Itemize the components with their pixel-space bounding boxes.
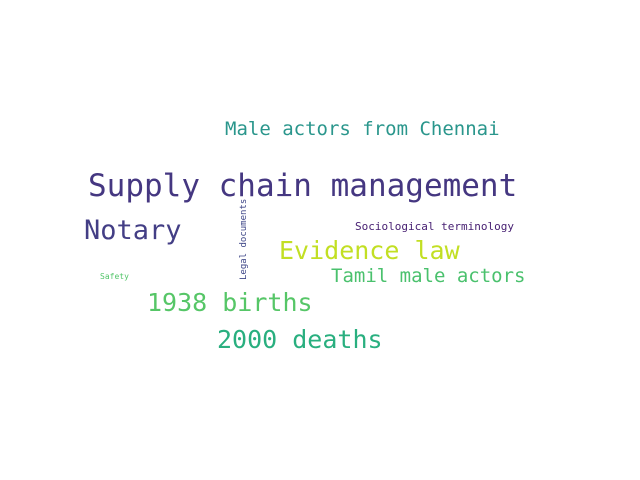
word-1938-births: 1938 births bbox=[147, 288, 313, 317]
word-safety: Safety bbox=[100, 272, 129, 281]
word-notary: Notary bbox=[84, 215, 182, 246]
word-legal-documents: Legal documents bbox=[239, 198, 249, 280]
word-tamil-male-actors: Tamil male actors bbox=[331, 265, 526, 287]
word-evidence-law: Evidence law bbox=[279, 236, 460, 265]
word-supply-chain-management: Supply chain management bbox=[88, 168, 518, 204]
word-sociological-terminology: Sociological terminology bbox=[355, 220, 514, 233]
word-male-actors-from-chennai: Male actors from Chennai bbox=[225, 118, 500, 140]
word-2000-deaths: 2000 deaths bbox=[217, 325, 383, 354]
